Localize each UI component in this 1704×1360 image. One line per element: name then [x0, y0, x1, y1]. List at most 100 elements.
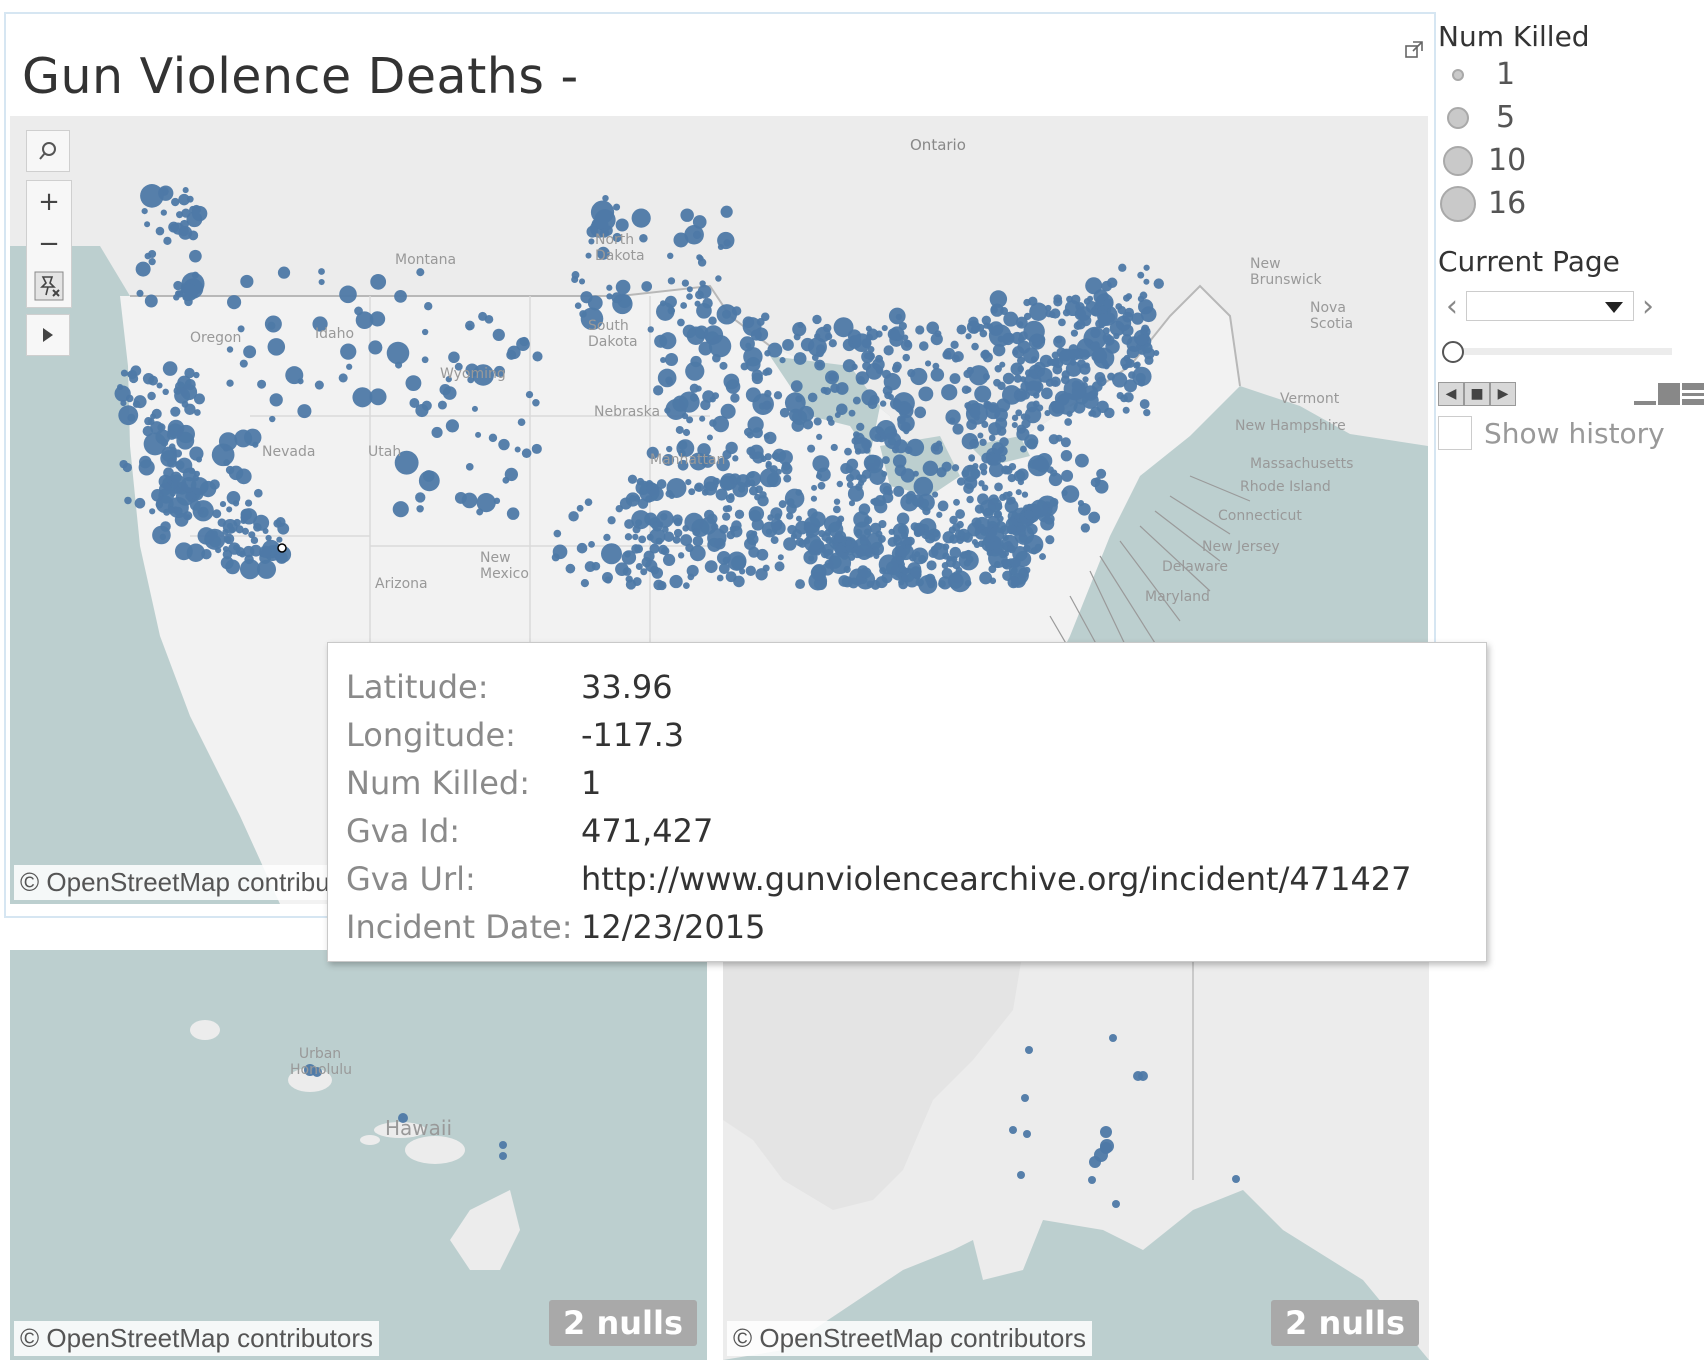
incident-marker[interactable]: [755, 568, 768, 581]
incident-marker[interactable]: [285, 366, 304, 385]
incident-marker[interactable]: [930, 333, 943, 346]
incident-marker[interactable]: [956, 324, 967, 335]
incident-marker[interactable]: [828, 372, 838, 382]
incident-marker[interactable]: [1088, 1176, 1096, 1184]
incident-marker[interactable]: [781, 461, 791, 471]
incident-marker[interactable]: [1002, 534, 1009, 541]
incident-marker[interactable]: [1021, 1094, 1029, 1102]
incident-marker[interactable]: [1143, 278, 1150, 285]
incident-marker[interactable]: [833, 317, 854, 338]
incident-marker[interactable]: [747, 416, 764, 433]
incident-marker[interactable]: [988, 462, 1005, 478]
incident-marker[interactable]: [158, 482, 172, 496]
incident-marker[interactable]: [951, 464, 960, 472]
incident-marker[interactable]: [571, 271, 580, 279]
incident-marker[interactable]: [493, 365, 506, 378]
incident-marker[interactable]: [551, 553, 560, 562]
incident-marker[interactable]: [926, 560, 937, 571]
incident-marker[interactable]: [1009, 1126, 1017, 1134]
incident-marker[interactable]: [1139, 291, 1148, 300]
incident-marker[interactable]: [244, 428, 262, 447]
incident-marker[interactable]: [971, 342, 979, 351]
incident-marker[interactable]: [1071, 380, 1082, 391]
incident-marker[interactable]: [147, 391, 156, 401]
incident-marker[interactable]: [1048, 472, 1063, 487]
incident-marker[interactable]: [748, 471, 755, 479]
incident-marker[interactable]: [1023, 544, 1031, 552]
legend-item-1[interactable]: 1: [1438, 53, 1704, 96]
incident-marker[interactable]: [945, 409, 961, 425]
incident-marker[interactable]: [632, 533, 639, 541]
incident-marker[interactable]: [888, 307, 906, 325]
incident-marker[interactable]: [212, 509, 222, 519]
incident-marker[interactable]: [686, 286, 693, 293]
incident-marker[interactable]: [830, 443, 838, 452]
incident-marker[interactable]: [504, 467, 519, 482]
incident-marker[interactable]: [1096, 468, 1107, 479]
incident-marker[interactable]: [222, 444, 230, 452]
incident-marker[interactable]: [689, 383, 700, 393]
incident-marker[interactable]: [476, 492, 496, 513]
incident-marker[interactable]: [963, 559, 971, 567]
incident-marker[interactable]: [649, 486, 664, 501]
incident-marker[interactable]: [226, 379, 234, 387]
incident-marker[interactable]: [149, 508, 156, 515]
incident-marker[interactable]: [897, 414, 915, 433]
incident-marker[interactable]: [748, 509, 762, 522]
incident-marker[interactable]: [859, 536, 870, 547]
incident-marker[interactable]: [193, 470, 200, 477]
incident-marker[interactable]: [1121, 324, 1134, 337]
incident-marker[interactable]: [466, 324, 473, 331]
incident-marker[interactable]: [1025, 380, 1042, 397]
incident-marker[interactable]: [421, 400, 432, 411]
incident-marker[interactable]: [950, 340, 959, 349]
incident-marker[interactable]: [1041, 387, 1053, 400]
incident-marker[interactable]: [1081, 382, 1088, 389]
incident-marker[interactable]: [615, 562, 629, 576]
incident-marker[interactable]: [265, 534, 272, 542]
incident-marker[interactable]: [692, 215, 707, 229]
incident-marker[interactable]: [1011, 414, 1019, 422]
incident-marker[interactable]: [368, 340, 383, 355]
incident-marker[interactable]: [803, 534, 822, 553]
incident-marker[interactable]: [949, 546, 962, 559]
incident-marker[interactable]: [704, 560, 718, 574]
incident-marker[interactable]: [837, 515, 845, 523]
incident-marker[interactable]: [833, 498, 841, 505]
incident-marker[interactable]: [1092, 348, 1108, 364]
incident-marker[interactable]: [1131, 312, 1144, 325]
incident-marker[interactable]: [969, 407, 981, 419]
incident-marker[interactable]: [815, 344, 826, 354]
incident-marker[interactable]: [722, 505, 730, 513]
incident-marker[interactable]: [764, 431, 777, 445]
incident-marker[interactable]: [965, 386, 972, 393]
incident-marker[interactable]: [338, 373, 348, 383]
incident-marker[interactable]: [793, 352, 807, 365]
incident-marker[interactable]: [662, 453, 675, 466]
page-select[interactable]: [1466, 291, 1634, 321]
incident-marker[interactable]: [1048, 434, 1059, 445]
incident-marker[interactable]: [913, 525, 925, 537]
incident-marker[interactable]: [936, 511, 943, 518]
incident-marker[interactable]: [173, 280, 183, 291]
incident-marker[interactable]: [720, 473, 738, 491]
incident-marker[interactable]: [779, 357, 786, 364]
incident-marker[interactable]: [988, 548, 1008, 569]
incident-marker[interactable]: [979, 438, 987, 447]
incident-marker[interactable]: [185, 492, 194, 501]
incident-marker[interactable]: [723, 373, 740, 390]
incident-marker[interactable]: [764, 367, 773, 376]
incident-marker[interactable]: [1122, 364, 1129, 371]
incident-marker[interactable]: [1091, 381, 1103, 392]
incident-marker[interactable]: [667, 277, 676, 285]
incident-marker[interactable]: [1058, 318, 1066, 327]
incident-marker[interactable]: [725, 441, 738, 455]
incident-marker[interactable]: [488, 433, 498, 443]
incident-marker[interactable]: [194, 409, 201, 416]
incident-marker[interactable]: [795, 537, 805, 547]
incident-marker[interactable]: [190, 477, 209, 496]
incident-marker[interactable]: [778, 450, 793, 465]
incident-marker[interactable]: [966, 465, 974, 472]
incident-marker[interactable]: [507, 345, 521, 360]
incident-marker[interactable]: [574, 302, 582, 310]
